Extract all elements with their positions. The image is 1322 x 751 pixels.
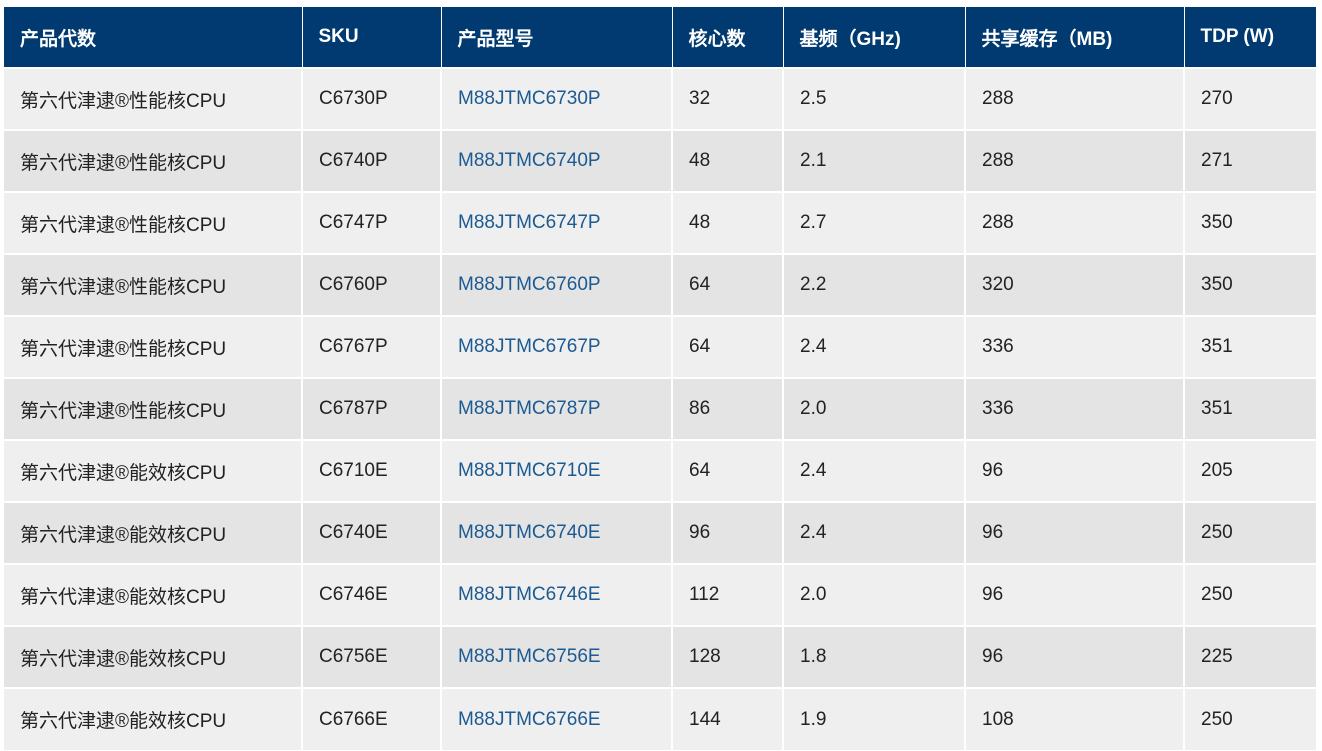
cell-generation: 第六代津逮®性能核CPU [4, 377, 303, 440]
cell-generation: 第六代津逮®能效核CPU [4, 439, 303, 502]
header-tdp: TDP (W) [1184, 7, 1316, 68]
cell-cache: 96 [965, 625, 1185, 688]
cell-cache: 288 [965, 67, 1185, 130]
cell-cores: 128 [672, 625, 784, 688]
table-row: 第六代津逮®性能核CPU C6760P M88JTMC6760P 64 2.2 320 35… [4, 253, 1316, 316]
cell-base-freq: 1.9 [783, 687, 966, 750]
cell-generation: 第六代津逮®能效核CPU [4, 501, 303, 564]
cell-cores: 32 [672, 67, 784, 130]
cell-sku: C6747P [302, 191, 442, 254]
cell-tdp: 350 [1184, 191, 1316, 254]
cell-model[interactable]: M88JTMC6747P [441, 191, 673, 254]
cell-tdp: 350 [1184, 253, 1316, 316]
cell-tdp: 250 [1184, 501, 1316, 564]
cell-sku: C6760P [302, 253, 442, 316]
cell-base-freq: 2.4 [783, 439, 966, 502]
cell-tdp: 250 [1184, 687, 1316, 750]
cell-base-freq: 2.0 [783, 377, 966, 440]
cell-model[interactable]: M88JTMC6760P [441, 253, 673, 316]
cell-cores: 48 [672, 191, 784, 254]
cell-generation: 第六代津逮®性能核CPU [4, 67, 303, 130]
cell-sku: C6787P [302, 377, 442, 440]
cell-generation: 第六代津逮®性能核CPU [4, 191, 303, 254]
cell-base-freq: 2.2 [783, 253, 966, 316]
table-row: 第六代津逮®能效核CPU C6746E M88JTMC6746E 112 2.0 96 25… [4, 563, 1316, 626]
cell-model[interactable]: M88JTMC6767P [441, 315, 673, 378]
cell-generation: 第六代津逮®性能核CPU [4, 315, 303, 378]
cell-cores: 48 [672, 129, 784, 192]
table-header-row: 产品代数 SKU 产品型号 核心数 基频（GHz) 共享缓存（MB) TDP (W) [4, 7, 1316, 68]
cell-cache: 96 [965, 439, 1185, 502]
cell-sku: C6746E [302, 563, 442, 626]
cell-cores: 144 [672, 687, 784, 750]
cell-sku: C6756E [302, 625, 442, 688]
table-row: 第六代津逮®能效核CPU C6740E M88JTMC6740E 96 2.4 96 250 [4, 501, 1316, 564]
cell-model[interactable]: M88JTMC6746E [441, 563, 673, 626]
cell-sku: C6766E [302, 687, 442, 750]
header-model: 产品型号 [441, 7, 673, 68]
table-row: 第六代津逮®能效核CPU C6756E M88JTMC6756E 128 1.8 96 22… [4, 625, 1316, 688]
cell-cache: 288 [965, 129, 1185, 192]
cell-base-freq: 2.1 [783, 129, 966, 192]
cell-sku: C6740P [302, 129, 442, 192]
cell-generation: 第六代津逮®能效核CPU [4, 625, 303, 688]
cell-base-freq: 1.8 [783, 625, 966, 688]
cell-generation: 第六代津逮®能效核CPU [4, 563, 303, 626]
table-row: 第六代津逮®性能核CPU C6767P M88JTMC6767P 64 2.4 336 35… [4, 315, 1316, 378]
cell-cores: 64 [672, 315, 784, 378]
cell-cores: 64 [672, 439, 784, 502]
cell-model[interactable]: M88JTMC6730P [441, 67, 673, 130]
cell-cache: 320 [965, 253, 1185, 316]
cell-base-freq: 2.5 [783, 67, 966, 130]
cell-cache: 288 [965, 191, 1185, 254]
cell-base-freq: 2.4 [783, 501, 966, 564]
cell-generation: 第六代津逮®能效核CPU [4, 687, 303, 750]
cell-cache: 336 [965, 377, 1185, 440]
cell-tdp: 351 [1184, 377, 1316, 440]
cell-sku: C6740E [302, 501, 442, 564]
cell-model[interactable]: M88JTMC6710E [441, 439, 673, 502]
cell-model[interactable]: M88JTMC6740E [441, 501, 673, 564]
cell-sku: C6730P [302, 67, 442, 130]
cpu-spec-table: 产品代数 SKU 产品型号 核心数 基频（GHz) 共享缓存（MB) TDP (W) 第六代… [4, 7, 1316, 750]
header-cache: 共享缓存（MB) [965, 7, 1185, 68]
cell-tdp: 250 [1184, 563, 1316, 626]
cell-cache: 108 [965, 687, 1185, 750]
cell-base-freq: 2.0 [783, 563, 966, 626]
cell-tdp: 205 [1184, 439, 1316, 502]
header-sku: SKU [302, 7, 442, 68]
cell-model[interactable]: M88JTMC6766E [441, 687, 673, 750]
cell-tdp: 225 [1184, 625, 1316, 688]
cell-cache: 96 [965, 563, 1185, 626]
header-base-freq: 基频（GHz) [783, 7, 966, 68]
cell-cores: 112 [672, 563, 784, 626]
cell-cache: 336 [965, 315, 1185, 378]
cell-model[interactable]: M88JTMC6787P [441, 377, 673, 440]
cell-tdp: 351 [1184, 315, 1316, 378]
cell-cores: 86 [672, 377, 784, 440]
cell-model[interactable]: M88JTMC6756E [441, 625, 673, 688]
cell-model[interactable]: M88JTMC6740P [441, 129, 673, 192]
cell-tdp: 270 [1184, 67, 1316, 130]
cell-cores: 96 [672, 501, 784, 564]
cell-cache: 96 [965, 501, 1185, 564]
table-row: 第六代津逮®能效核CPU C6710E M88JTMC6710E 64 2.4 96 205 [4, 439, 1316, 502]
cell-sku: C6710E [302, 439, 442, 502]
table-row: 第六代津逮®性能核CPU C6787P M88JTMC6787P 86 2.0 336 35… [4, 377, 1316, 440]
table-row: 第六代津逮®能效核CPU C6766E M88JTMC6766E 144 1.9 108 2… [4, 687, 1316, 750]
cell-base-freq: 2.4 [783, 315, 966, 378]
cell-cores: 64 [672, 253, 784, 316]
table-row: 第六代津逮®性能核CPU C6747P M88JTMC6747P 48 2.7 288 35… [4, 191, 1316, 254]
table-row: 第六代津逮®性能核CPU C6730P M88JTMC6730P 32 2.5 288 27… [4, 67, 1316, 130]
cell-base-freq: 2.7 [783, 191, 966, 254]
table-row: 第六代津逮®性能核CPU C6740P M88JTMC6740P 48 2.1 288 27… [4, 129, 1316, 192]
cell-tdp: 271 [1184, 129, 1316, 192]
cell-generation: 第六代津逮®性能核CPU [4, 129, 303, 192]
cell-sku: C6767P [302, 315, 442, 378]
header-cores: 核心数 [672, 7, 784, 68]
header-generation: 产品代数 [4, 7, 303, 68]
cell-generation: 第六代津逮®性能核CPU [4, 253, 303, 316]
